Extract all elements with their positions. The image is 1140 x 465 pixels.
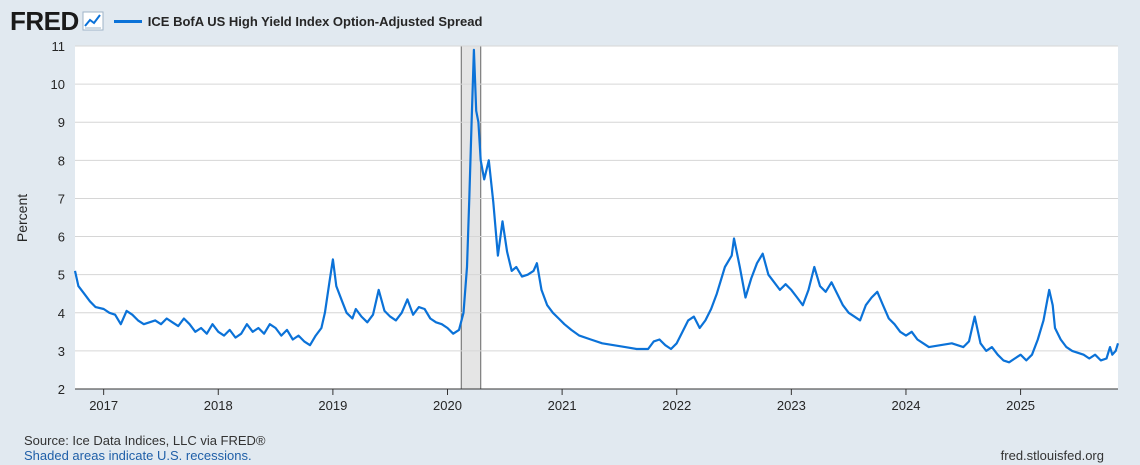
line-chart-icon <box>82 11 104 31</box>
x-tick-label: 2023 <box>777 398 806 413</box>
y-axis: 2 3 4 5 6 7 8 9 10 11 <box>51 39 65 397</box>
recession-band <box>460 45 482 390</box>
y-tick-label: 11 <box>52 39 66 54</box>
y-tick-label: 3 <box>58 344 65 359</box>
x-tick-label: 2018 <box>204 398 233 413</box>
header: FRED ICE BofA US High Yield Index Option… <box>10 6 482 36</box>
recession-note-link[interactable]: Shaded areas indicate U.S. recessions. <box>24 448 252 463</box>
x-tick-label: 2019 <box>318 398 347 413</box>
y-tick-label: 2 <box>58 382 65 397</box>
series-layer <box>73 48 1120 364</box>
y-tick-label: 8 <box>58 153 65 168</box>
y-tick-label: 7 <box>58 191 65 206</box>
x-tick-label: 2024 <box>892 398 921 413</box>
y-tick-label: 4 <box>58 306 65 321</box>
series-line[interactable] <box>73 48 1120 364</box>
fred-logo[interactable]: FRED <box>10 5 79 36</box>
source-note: Source: Ice Data Indices, LLC via FRED® <box>24 433 266 448</box>
legend-swatch <box>113 19 142 23</box>
y-tick-label: 9 <box>58 115 65 130</box>
x-tick-label: 2025 <box>1006 398 1035 413</box>
x-axis: 2017 2018 2019 2020 2021 2022 2023 2024 2025 <box>89 389 1035 413</box>
x-tick-label: 2021 <box>548 398 577 413</box>
y-tick-label: 6 <box>58 230 65 245</box>
y-tick-label: 5 <box>58 268 65 283</box>
legend: ICE BofA US High Yield Index Option-Adju… <box>113 13 483 29</box>
plot-area <box>75 46 1118 389</box>
y-axis-label: Percent <box>14 194 30 242</box>
fred-url[interactable]: fred.stlouisfed.org <box>1000 448 1104 463</box>
x-tick-label: 2017 <box>89 398 118 413</box>
recession-layer <box>460 45 482 390</box>
y-tick-label: 10 <box>51 77 65 92</box>
legend-label: ICE BofA US High Yield Index Option-Adju… <box>147 13 483 29</box>
x-tick-label: 2022 <box>662 398 691 413</box>
x-tick-label: 2020 <box>433 398 462 413</box>
